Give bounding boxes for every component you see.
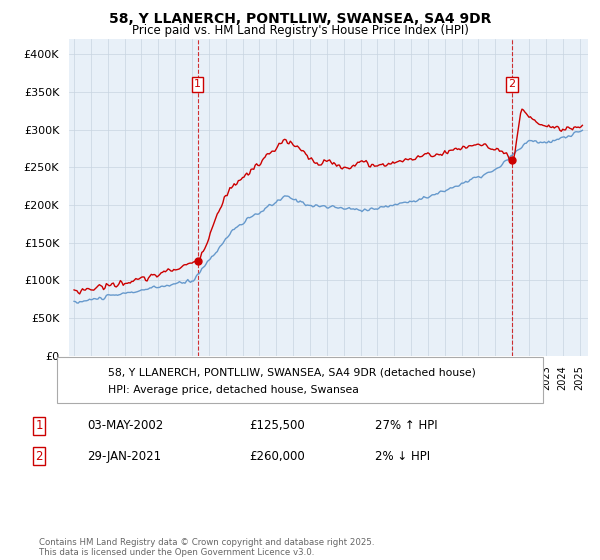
- Text: 2: 2: [509, 80, 516, 90]
- Text: £125,500: £125,500: [249, 419, 305, 432]
- Text: 1: 1: [35, 419, 43, 432]
- Text: 03-MAY-2002: 03-MAY-2002: [87, 419, 163, 432]
- Text: Contains HM Land Registry data © Crown copyright and database right 2025.
This d: Contains HM Land Registry data © Crown c…: [39, 538, 374, 557]
- Text: 27% ↑ HPI: 27% ↑ HPI: [375, 419, 437, 432]
- Text: 2% ↓ HPI: 2% ↓ HPI: [375, 450, 430, 463]
- Text: 2: 2: [35, 450, 43, 463]
- Text: £260,000: £260,000: [249, 450, 305, 463]
- Text: 1: 1: [194, 80, 201, 90]
- Text: HPI: Average price, detached house, Swansea: HPI: Average price, detached house, Swan…: [108, 385, 359, 395]
- Text: Price paid vs. HM Land Registry's House Price Index (HPI): Price paid vs. HM Land Registry's House …: [131, 24, 469, 37]
- Text: 58, Y LLANERCH, PONTLLIW, SWANSEA, SA4 9DR: 58, Y LLANERCH, PONTLLIW, SWANSEA, SA4 9…: [109, 12, 491, 26]
- Text: 29-JAN-2021: 29-JAN-2021: [87, 450, 161, 463]
- Text: 58, Y LLANERCH, PONTLLIW, SWANSEA, SA4 9DR (detached house): 58, Y LLANERCH, PONTLLIW, SWANSEA, SA4 9…: [108, 367, 476, 377]
